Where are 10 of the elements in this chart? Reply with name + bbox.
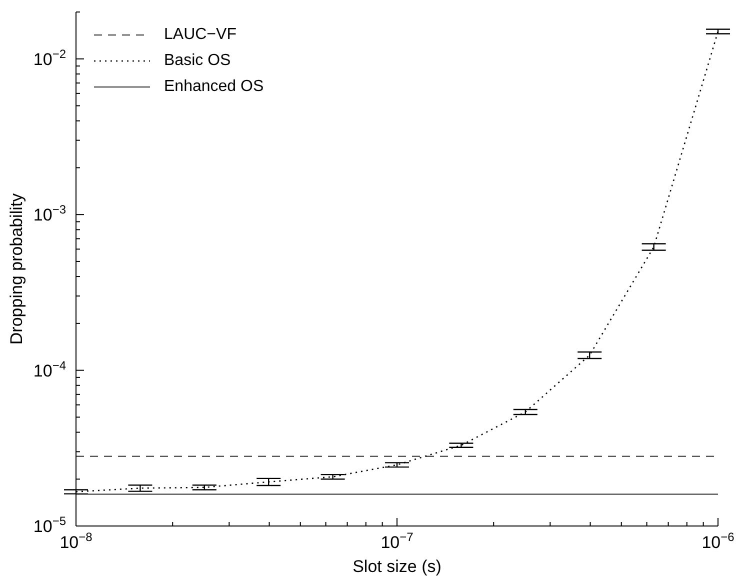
y-axis-title: Dropping probability [7,192,26,345]
legend-label: Enhanced OS [164,78,264,96]
y-tick-label: 10$^{−4}$ [33,358,66,380]
legend-label: LAUC−VF [164,26,236,44]
x-tick-label: 10$^{−7}$ [380,530,414,552]
y-tick-label: 10$^{−3}$ [33,202,66,225]
x-axis-title: Slot size (s) [352,557,442,576]
y-tick-label: 10$^{−2}$ [33,46,66,69]
x-tick-label: 10$^{−6}$ [702,530,735,552]
legend-label: Basic OS [164,52,231,70]
